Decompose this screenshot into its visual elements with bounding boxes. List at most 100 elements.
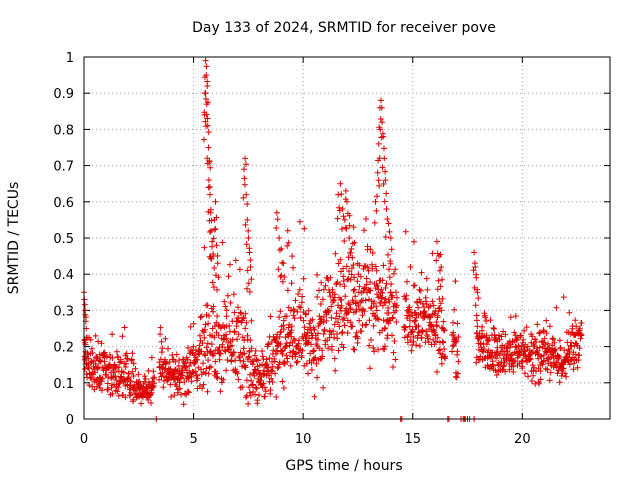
- data-point: [344, 330, 351, 336]
- data-point: [104, 380, 111, 387]
- data-point: [390, 270, 397, 277]
- data-point: [319, 296, 326, 303]
- data-point: [385, 320, 392, 327]
- data-point: [369, 250, 376, 256]
- data-point: [433, 323, 440, 330]
- burst-point: [475, 295, 482, 302]
- burst-point: [204, 122, 211, 129]
- x-tick-label: 15: [404, 432, 421, 447]
- data-point: [450, 331, 457, 338]
- data-point: [552, 347, 559, 353]
- data-point: [547, 369, 554, 376]
- data-point: [92, 369, 98, 376]
- burst-point: [336, 204, 343, 211]
- data-point: [512, 358, 519, 365]
- data-point: [439, 338, 446, 345]
- burst-point: [205, 177, 212, 184]
- y-tick-label: 0.2: [53, 341, 74, 356]
- burst-point: [209, 238, 216, 245]
- data-point: [198, 366, 204, 373]
- data-point: [479, 323, 486, 330]
- data-point: [481, 346, 488, 353]
- burst-point: [243, 161, 249, 168]
- data-point: [363, 216, 369, 222]
- data-point: [331, 291, 338, 298]
- data-point: [364, 264, 371, 271]
- data-point: [537, 376, 544, 383]
- data-point: [341, 315, 348, 322]
- burst-point: [211, 265, 218, 271]
- data-point: [392, 266, 399, 273]
- data-point: [150, 384, 156, 391]
- data-point: [539, 361, 546, 368]
- data-point: [382, 285, 389, 291]
- data-point: [217, 325, 224, 332]
- data-point: [316, 287, 322, 294]
- data-point: [204, 388, 211, 395]
- data-point: [577, 335, 584, 342]
- data-point: [453, 374, 460, 381]
- data-point: [284, 358, 291, 365]
- data-point: [290, 312, 297, 319]
- data-point: [199, 385, 206, 392]
- data-point: [179, 372, 186, 379]
- data-point: [266, 370, 273, 377]
- data-point: [570, 366, 577, 373]
- data-point: [483, 341, 490, 348]
- data-point: [158, 338, 165, 345]
- burst-point: [383, 206, 390, 212]
- data-point: [362, 284, 368, 291]
- data-point: [257, 370, 264, 376]
- data-point: [305, 307, 312, 314]
- data-point: [386, 298, 393, 305]
- data-point: [208, 363, 214, 370]
- data-point: [334, 330, 340, 337]
- burst-point: [341, 216, 348, 223]
- data-point: [326, 307, 332, 314]
- data-point: [429, 311, 436, 318]
- data-point: [392, 356, 399, 363]
- data-point: [573, 323, 580, 330]
- data-point: [132, 365, 139, 372]
- data-point: [92, 361, 99, 367]
- data-point: [321, 326, 328, 333]
- data-point: [454, 351, 461, 358]
- burst-point: [204, 115, 211, 122]
- data-point: [361, 285, 367, 292]
- data-point: [288, 327, 295, 334]
- data-point: [545, 340, 551, 347]
- data-point: [309, 316, 316, 323]
- data-point: [86, 365, 92, 372]
- data-point: [294, 358, 301, 365]
- x-tick-label: 20: [514, 432, 531, 447]
- data-point: [355, 302, 362, 309]
- data-point: [393, 302, 400, 309]
- burst-point: [434, 250, 441, 257]
- data-point: [116, 359, 123, 366]
- data-point: [235, 315, 242, 322]
- data-point: [314, 294, 321, 300]
- data-point: [113, 348, 120, 355]
- data-point: [242, 364, 249, 371]
- data-point: [103, 353, 110, 360]
- data-point: [171, 392, 178, 399]
- data-point: [358, 328, 365, 335]
- burst-point: [337, 180, 344, 187]
- burst-point: [349, 254, 356, 261]
- data-point: [379, 277, 386, 284]
- data-point: [254, 397, 261, 404]
- data-point: [512, 313, 519, 320]
- data-point: [230, 349, 237, 356]
- data-point: [259, 353, 266, 360]
- data-point: [437, 300, 444, 307]
- data-point: [95, 338, 102, 345]
- data-point: [246, 348, 253, 355]
- burst-point: [388, 246, 395, 253]
- data-point: [206, 313, 212, 319]
- data-point: [123, 360, 129, 367]
- data-point: [350, 287, 357, 294]
- data-point: [574, 364, 581, 371]
- burst-point: [472, 264, 479, 270]
- data-point: [235, 331, 242, 338]
- data-point: [296, 286, 303, 293]
